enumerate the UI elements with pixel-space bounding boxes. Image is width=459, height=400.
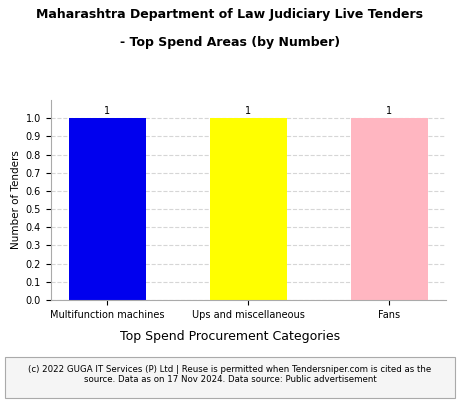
Text: - Top Spend Areas (by Number): - Top Spend Areas (by Number) [120, 36, 339, 49]
Text: (c) 2022 GUGA IT Services (P) Ltd | Reuse is permitted when Tendersniper.com is : (c) 2022 GUGA IT Services (P) Ltd | Reus… [28, 365, 431, 384]
FancyBboxPatch shape [5, 357, 454, 398]
Bar [68, 118, 146, 300]
Text: Maharashtra Department of Law Judiciary Live Tenders: Maharashtra Department of Law Judiciary … [36, 8, 423, 21]
Text: Top Spend Procurement Categories: Top Spend Procurement Categories [120, 330, 339, 343]
Bar [209, 118, 286, 300]
Text: 1: 1 [104, 106, 110, 116]
Bar [350, 118, 427, 300]
Text: 1: 1 [386, 106, 392, 116]
Y-axis label: Number of Tenders: Number of Tenders [11, 150, 21, 250]
Text: 1: 1 [245, 106, 251, 116]
